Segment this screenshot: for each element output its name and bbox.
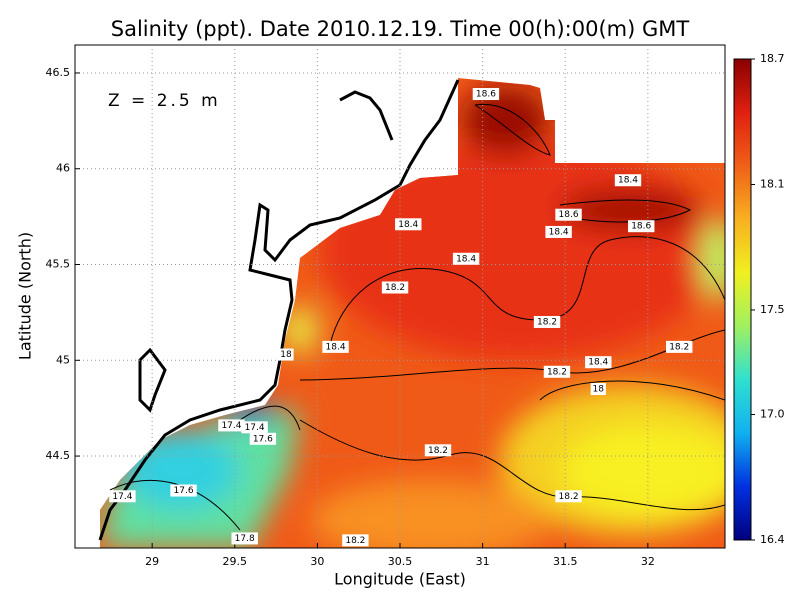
contour-label-box	[628, 220, 655, 233]
x-tick-label: 29.5	[223, 555, 248, 568]
contour-label: 17.4	[112, 492, 132, 502]
y-tick-label: 45	[56, 353, 70, 366]
contour-label-box	[424, 444, 452, 457]
x-tick-label: 32	[641, 555, 655, 568]
contour-label-box	[170, 484, 197, 497]
contour-label-box	[555, 490, 582, 503]
grid	[75, 45, 725, 548]
contour-label: 18.4	[618, 176, 638, 186]
colorbar-tick-label: 17.0	[760, 408, 785, 421]
y-tick-label: 44.5	[46, 449, 71, 462]
contour-label-box	[109, 490, 136, 503]
contour-label: 18	[280, 350, 292, 360]
colorbar-tick-label: 17.5	[760, 303, 785, 316]
contour-label-box	[381, 281, 409, 294]
title: Salinity (ppt). Date 2010.12.19. Time 00…	[111, 17, 690, 41]
contour-label-box	[218, 419, 245, 432]
contour-label: 18.2	[385, 283, 405, 293]
contour-label: 18.4	[398, 220, 418, 230]
colorbar-tick-label: 18.7	[760, 52, 785, 65]
y-tick-label: 46.5	[46, 66, 71, 79]
contour-label: 18.4	[588, 358, 608, 368]
contour-label-box	[545, 225, 572, 238]
colorbar-tick-label: 16.4	[760, 533, 785, 546]
contour-label: 18.6	[476, 90, 496, 100]
contour-label-box	[249, 432, 277, 445]
contour-label-box	[395, 218, 422, 231]
contour-label: 17.8	[235, 534, 255, 544]
contour-label: 18.6	[631, 222, 651, 232]
contour-label: 18.2	[547, 367, 567, 377]
y-tick-label: 45.5	[46, 258, 71, 271]
coastline	[98, 79, 460, 541]
contour-label-box	[614, 174, 642, 187]
contour-label: 18.6	[559, 210, 579, 220]
contour-label-box	[590, 383, 606, 396]
contour-label: 18.2	[345, 536, 365, 546]
contour-label-box	[231, 532, 258, 545]
contour-label: 17.4	[245, 423, 265, 433]
contour-label: 18.4	[549, 227, 569, 237]
contour-label-box	[555, 208, 582, 221]
contour-label-box	[278, 348, 294, 361]
contour-label-box	[322, 340, 349, 353]
contour-label: 18.2	[559, 492, 579, 502]
contour-label-box	[543, 365, 571, 378]
contour-label-box	[452, 252, 480, 265]
y-tick-label: 46	[56, 162, 70, 175]
contour-label-box	[472, 88, 500, 101]
coastline	[339, 90, 394, 141]
x-tick-label: 30.5	[388, 555, 413, 568]
contour-label-box	[533, 315, 561, 328]
contour-label: 18.2	[428, 446, 448, 456]
y-axis-label: Latitude (North)	[16, 232, 35, 360]
salinity-field	[98, 78, 725, 548]
contour-label: 18.2	[537, 317, 557, 327]
coastline	[138, 347, 167, 413]
contour-label-box	[666, 340, 693, 353]
contour-label: 18.2	[669, 342, 689, 352]
contour-label: 17.4	[221, 421, 241, 431]
x-tick-label: 31	[476, 555, 490, 568]
contour-label: 18	[593, 385, 605, 395]
contour-label: 17.6	[174, 486, 194, 496]
contour-label-box	[342, 534, 369, 547]
contour-label: 17.6	[253, 434, 273, 444]
x-tick-label: 29	[145, 555, 159, 568]
colorbar	[733, 58, 752, 541]
x-axis-label: Longitude (East)	[334, 570, 466, 589]
contour-label: 18.4	[326, 342, 346, 352]
x-tick-label: 31.5	[553, 555, 578, 568]
depth-annotation: Z = 2.5 m	[108, 91, 221, 111]
contour-label-box	[585, 356, 612, 369]
contour-label-box	[241, 421, 268, 434]
colorbar-tick-label: 18.1	[760, 177, 785, 190]
contour-label: 18.4	[456, 254, 476, 264]
x-tick-label: 30	[310, 555, 324, 568]
